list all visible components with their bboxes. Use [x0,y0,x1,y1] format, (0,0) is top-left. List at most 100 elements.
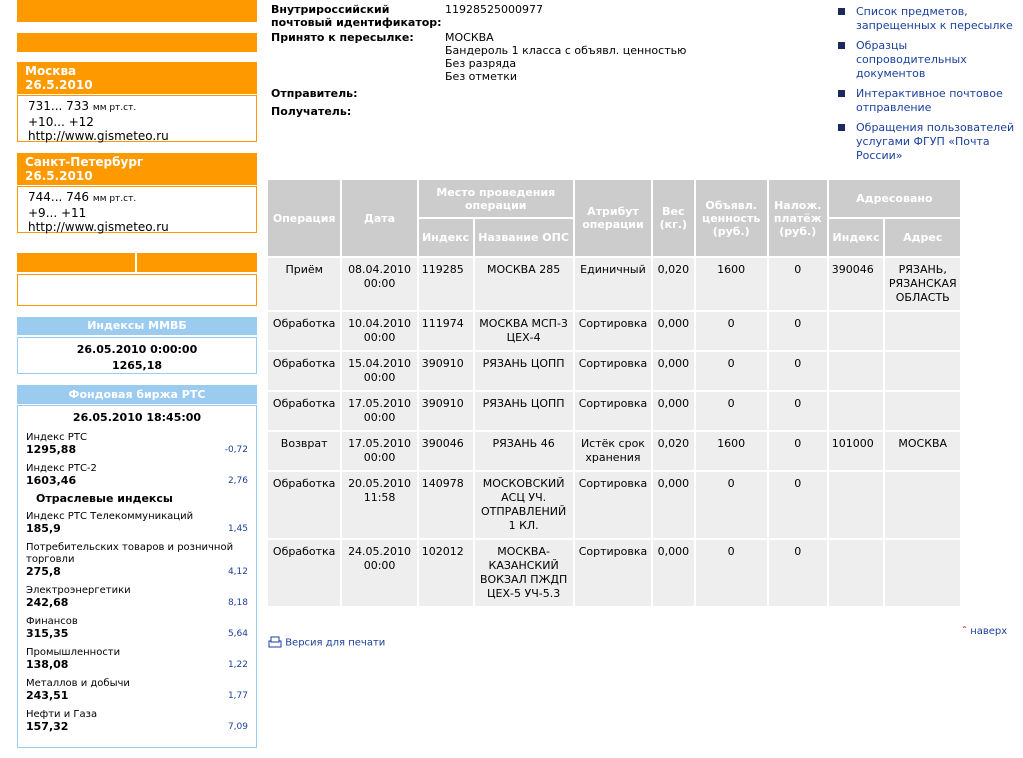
cell: Обработка [268,352,341,390]
cell: 0 [768,472,827,538]
rts-row: 185,9 1,45 [26,523,248,535]
rts-change: 8,18 [227,598,248,608]
nav-link[interactable]: Обращения пользователей услугами ФГУП «П… [838,121,1018,163]
rts-name: Финансов [26,616,78,627]
info-line: Без отметки [445,70,518,83]
cell: 0,020 [653,432,694,470]
cell: РЯЗАНЬ ЦОПП [474,392,573,430]
banner [17,253,135,272]
cell: 0 [695,392,767,430]
rts-item: Металлов и добычи 243,51 1,77 [26,678,248,702]
cell: 0,020 [653,258,694,310]
cell: 0 [768,540,827,606]
cell [828,352,884,390]
info-line: МОСКВА [445,31,494,44]
cell: Сортировка [574,472,652,538]
cell: 0,000 [653,392,694,430]
print-text[interactable]: Версия для печати [285,637,386,649]
rts-value: 138,08 [26,658,69,671]
info-value: МОСКВА Бандероль 1 класса с объявл. ценно… [445,31,686,87]
rts-change: 2,76 [227,476,248,486]
info-line: Без разряда [445,57,517,70]
rts-name: Индекс РТС-2 [26,463,97,474]
cell: 0 [768,392,827,430]
info-row: Отправитель: [271,87,831,105]
link[interactable]: http://www.gismeteo.ru [28,129,169,143]
header: Место проведения операции [418,180,573,217]
info: Внутрироссийский почтовый идентификатор:… [271,3,831,123]
cell: Обработка [268,312,341,350]
link-text[interactable]: Список предметов, запрещенных к пересылк… [856,5,1013,32]
link[interactable]: http://www.gismeteo.ru [28,220,169,234]
rts-value: 242,68 [26,596,69,609]
cell: Истёк срок хранения [574,432,652,470]
cell: 0 [695,540,767,606]
cell: Сортировка [574,352,652,390]
cell: 390046 [828,258,884,310]
table-row: Обработка 15.04.2010 00:00 390910 РЯЗАНЬ ЦО… [268,352,960,390]
box [17,274,257,306]
cell: 08.04.2010 00:00 [342,258,417,310]
rts-item: Потребительских товаров и розничной торг… [26,542,248,578]
cell: 140978 [418,472,473,538]
rts-change: 7,09 [227,722,248,732]
cell [885,312,960,350]
info-row: Принято к пересылке: МОСКВА Бандероль 1 кл… [271,31,831,87]
rts-change: 4,12 [227,567,248,577]
cell: 0 [695,352,767,390]
cell: 0 [695,312,767,350]
temperature: +10... +12 [28,115,94,129]
rts-row: 1295,88 -0,72 [26,444,248,456]
weather-box: 731... 733 мм рт.ст. +10... +12 http://www… [17,95,257,143]
link-text[interactable]: Обращения пользователей услугами ФГУП «П… [856,121,1015,162]
cell: 0,000 [653,352,694,390]
cell: 0 [768,352,827,390]
link-text[interactable]: Интерактивное почтовое отправление [856,87,1003,114]
rts-item: Нефти и Газа 157,32 7,09 [26,709,248,733]
nav-link[interactable]: Список предметов, запрещенных к пересылк… [838,5,1018,33]
cell [828,472,884,538]
rts-name: Потребительских товаров и розничной торг… [26,542,234,565]
links: Список предметов, запрещенных к пересылк… [838,5,1018,169]
print-link[interactable]: Версия для печати [268,636,385,649]
header: Налож. платёж (руб.) [768,180,827,256]
cell: 102012 [418,540,473,606]
rts-change: 1,45 [227,524,248,534]
rts-row: 315,35 5,64 [26,628,248,640]
banner [17,0,257,22]
rts-name: Промышленности [26,647,121,658]
bullet [838,124,845,131]
cell: 390910 [418,352,473,390]
pressure-line: 744... 746 мм рт.ст. [28,190,246,206]
cell: МОСКВА 285 [474,258,573,310]
rts-change: 1,77 [227,691,248,701]
bullet [838,8,845,15]
pressure-line: 731... 733 мм рт.ст. [28,99,246,115]
table-row: Обработка 17.05.2010 00:00 390910 РЯЗАНЬ ЦО… [268,392,960,430]
cell [828,540,884,606]
top-text[interactable]: наверх [970,626,1008,637]
weather-box: 744... 746 мм рт.ст. +9... +11 http://www.… [17,186,257,234]
print-icon [268,636,282,648]
info-line: Бандероль 1 класса с объявл. ценностью [445,44,687,57]
info-line: 11928525000977 [445,3,543,16]
top-link[interactable]: ˆ наверх [962,626,1008,637]
temperature: +9... +11 [28,206,87,220]
link-text[interactable]: Образцы сопроводительных документов [856,39,967,80]
bullet [838,42,845,49]
rts-datetime: 26.05.2010 18:45:00 [72,411,202,424]
pressure-unit: мм рт.ст. [92,103,137,113]
nav-link[interactable]: Образцы сопроводительных документов [838,39,1018,81]
nav-link[interactable]: Интерактивное почтовое отправление [838,87,1018,115]
rts-value: 1295,88 [26,443,77,456]
cell: 0 [768,312,827,350]
micex-value: 1265,18 [111,359,163,372]
header: Индекс [828,219,884,256]
cell [885,392,960,430]
cell: РЯЗАНЬ 46 [474,432,573,470]
bullet [838,90,845,97]
table-row: Обработка 24.05.2010 00:00 102012 МОСКВА-КА… [268,540,960,606]
info-label: Принято к пересылке: [271,31,414,44]
table-row: Обработка 10.04.2010 00:00 111974 МОСКВА МС… [268,312,960,350]
